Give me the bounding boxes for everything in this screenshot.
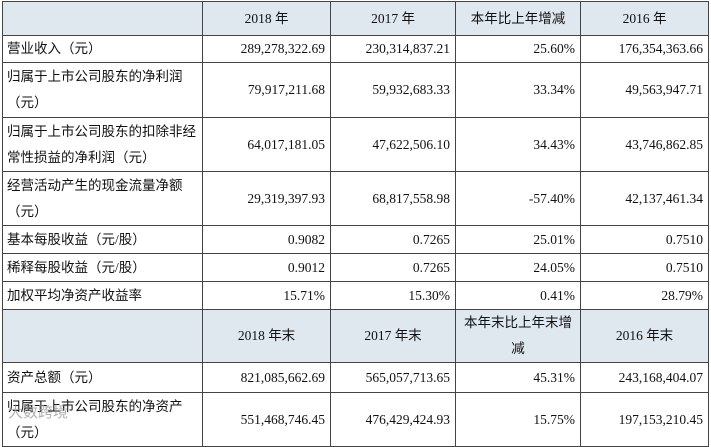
data-row: 营业收入（元） 289,278,322.69 230,314,837.21 25.60… [2, 35, 709, 63]
value-cell: 49,563,947.71 [580, 62, 709, 118]
value-cell: 0.41% [455, 281, 581, 310]
data-row: 归属于上市公司股东的净利润（元） 79,917,211.68 59,932,683.… [2, 62, 709, 118]
row-label: 加权平均净资产收益率 [2, 281, 203, 310]
value-cell: 551,468,746.45 [202, 392, 331, 447]
data-row: 经营活动产生的现金流量净额（元） 29,319,397.93 68,817,558.… [2, 171, 709, 226]
value-cell: 565,057,713.65 [330, 362, 456, 393]
value-cell: 176,354,363.66 [580, 35, 709, 63]
value-cell: 24.05% [455, 253, 581, 282]
row-label: 资产总额（元） [2, 362, 203, 393]
value-cell: 64,017,181.05 [202, 117, 331, 172]
data-row: 稀释每股收益（元/股） 0.9012 0.7265 24.05% 0.7510 [2, 253, 709, 282]
header-cell: 本年比上年增减 [455, 1, 581, 36]
value-cell: 476,429,424.93 [330, 392, 456, 447]
value-cell: 15.30% [330, 281, 456, 310]
header-cell: 2016 年末 [580, 309, 709, 363]
value-cell: 230,314,837.21 [330, 35, 456, 63]
data-row: 加权平均净资产收益率 15.71% 15.30% 0.41% 28.79% [2, 281, 709, 310]
data-row: 资产总额（元） 821,085,662.69 565,057,713.65 45.31… [2, 362, 709, 393]
data-row: 归属于上市公司股东的扣除非经常性损益的净利润（元） 64,017,181.05 47… [2, 117, 709, 172]
row-label: 基本每股收益（元/股） [2, 225, 203, 254]
value-cell: 25.01% [455, 225, 581, 254]
value-cell: 79,917,211.68 [202, 62, 331, 118]
value-cell: 42,137,461.34 [580, 171, 709, 226]
header-cell: 2017 年末 [330, 309, 456, 363]
value-cell: 15.75% [455, 392, 581, 447]
value-cell: 0.9082 [202, 225, 331, 254]
value-cell: 821,085,662.69 [202, 362, 331, 393]
value-cell: -57.40% [455, 171, 581, 226]
header-cell [2, 309, 203, 363]
header-cell: 2018 年 [202, 1, 331, 36]
data-row: 基本每股收益（元/股） 0.9082 0.7265 25.01% 0.7510 [2, 225, 709, 254]
row-label: 营业收入（元） [2, 35, 203, 63]
header-cell [2, 1, 203, 36]
value-cell: 15.71% [202, 281, 331, 310]
row-label: 归属于上市公司股东的净利润（元） [2, 62, 203, 118]
value-cell: 34.43% [455, 117, 581, 172]
value-cell: 59,932,683.33 [330, 62, 456, 118]
header-cell: 2016 年 [580, 1, 709, 36]
value-cell: 197,153,210.45 [580, 392, 709, 447]
value-cell: 289,278,322.69 [202, 35, 331, 63]
header-cell: 2018 年末 [202, 309, 331, 363]
header-row: 2018 年末 2017 年末 本年末比上年末增减 2016 年末 [2, 309, 709, 363]
header-cell: 2017 年 [330, 1, 456, 36]
watermark: 大数跨境 [8, 403, 69, 421]
value-cell: 28.79% [580, 281, 709, 310]
data-row: 归属于上市公司股东的净资产（元） 551,468,746.45 476,429,42… [2, 392, 709, 447]
value-cell: 68,817,558.98 [330, 171, 456, 226]
value-cell: 0.7510 [580, 253, 709, 282]
value-cell: 0.7510 [580, 225, 709, 254]
row-label: 稀释每股收益（元/股） [2, 253, 203, 282]
value-cell: 25.60% [455, 35, 581, 63]
value-cell: 47,622,506.10 [330, 117, 456, 172]
row-label: 归属于上市公司股东的扣除非经常性损益的净利润（元） [2, 117, 203, 172]
value-cell: 29,319,397.93 [202, 171, 331, 226]
header-row: 2018 年 2017 年本年比上年增减 2016 年 [2, 1, 709, 36]
header-cell: 本年末比上年末增减 [455, 309, 581, 363]
value-cell: 0.9012 [202, 253, 331, 282]
value-cell: 33.34% [455, 62, 581, 118]
row-label: 经营活动产生的现金流量净额（元） [2, 171, 203, 226]
value-cell: 243,168,404.07 [580, 362, 709, 393]
value-cell: 43,746,862.85 [580, 117, 709, 172]
value-cell: 45.31% [455, 362, 581, 393]
value-cell: 0.7265 [330, 225, 456, 254]
value-cell: 0.7265 [330, 253, 456, 282]
